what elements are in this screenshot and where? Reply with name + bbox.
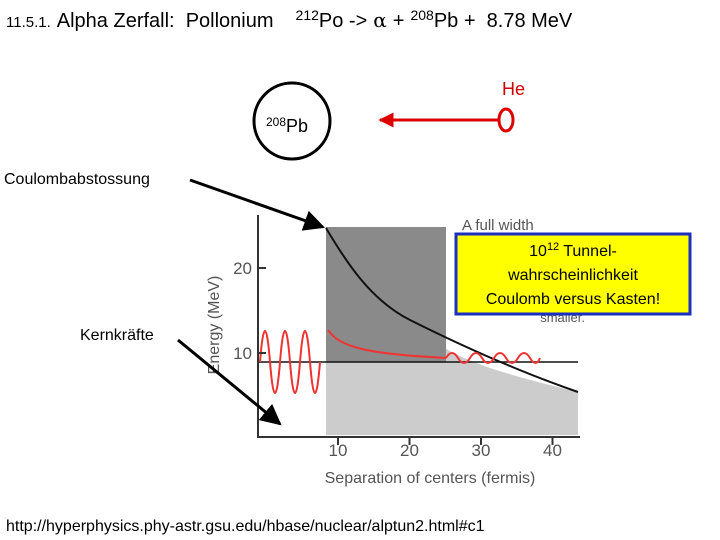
wave-inside — [259, 330, 321, 394]
nuclear-label: Kernkräfte — [80, 327, 154, 344]
callout-box — [454, 232, 692, 316]
slide-title: 11.5.1. Alpha Zerfall: Pollonium 212Po -> α… — [6, 7, 573, 32]
plus: + — [393, 10, 405, 32]
x-axis-label: Separation of centers (fermis) — [325, 470, 536, 487]
mass-number: 212 — [296, 7, 320, 23]
callout-line: wahrscheinlichkeit — [507, 267, 638, 284]
title: Alpha Zerfall: Pollonium — [57, 10, 274, 32]
tunnel-curve — [327, 329, 447, 359]
x-tick-label: 10 — [329, 441, 348, 460]
barrier-area — [326, 228, 578, 435]
x-tick-label: 40 — [543, 441, 562, 460]
y-axis-label: Energy (MeV) — [206, 276, 223, 375]
nucleus-label: 208Pb — [266, 115, 308, 136]
x-tick-label: 30 — [472, 441, 491, 460]
square-well — [326, 227, 446, 362]
nuclear-arrow — [177, 338, 282, 426]
potential-figure: A full width smaller. Energy (MeV) Separ… — [206, 215, 585, 487]
mass-number: 208 — [266, 115, 286, 129]
callout-line: 1012 Tunnel- — [529, 241, 617, 260]
coulomb-label: Coulombabstossung — [4, 171, 150, 188]
base: 10 — [529, 243, 547, 260]
section: 11.5.1. — [6, 14, 51, 31]
alpha-particle — [497, 107, 515, 133]
figure-caption: A full width — [462, 217, 534, 234]
wave-outside — [445, 352, 541, 364]
x-tick-label: 20 — [400, 441, 419, 460]
source-url: http://hyperphysics.phy-astr.gsu.edu/hba… — [6, 518, 485, 535]
alpha: α — [373, 8, 387, 32]
nucleus — [252, 81, 332, 161]
daughter: Pb + 8.78 MeV — [434, 10, 573, 32]
callout-text: Tunnel- — [563, 243, 617, 260]
y-tick-label: 20 — [233, 259, 252, 278]
mass-number: 208 — [410, 7, 434, 23]
alpha-label: He — [502, 79, 525, 99]
exponent: 12 — [547, 241, 559, 253]
coulomb-arrow — [189, 178, 325, 231]
coulomb-curve — [325, 227, 579, 393]
y-tick-label: 10 — [233, 344, 252, 363]
element: Pb — [286, 116, 308, 136]
callout-line: Coulomb versus Kasten! — [486, 291, 660, 308]
parent: Po -> — [319, 10, 367, 32]
